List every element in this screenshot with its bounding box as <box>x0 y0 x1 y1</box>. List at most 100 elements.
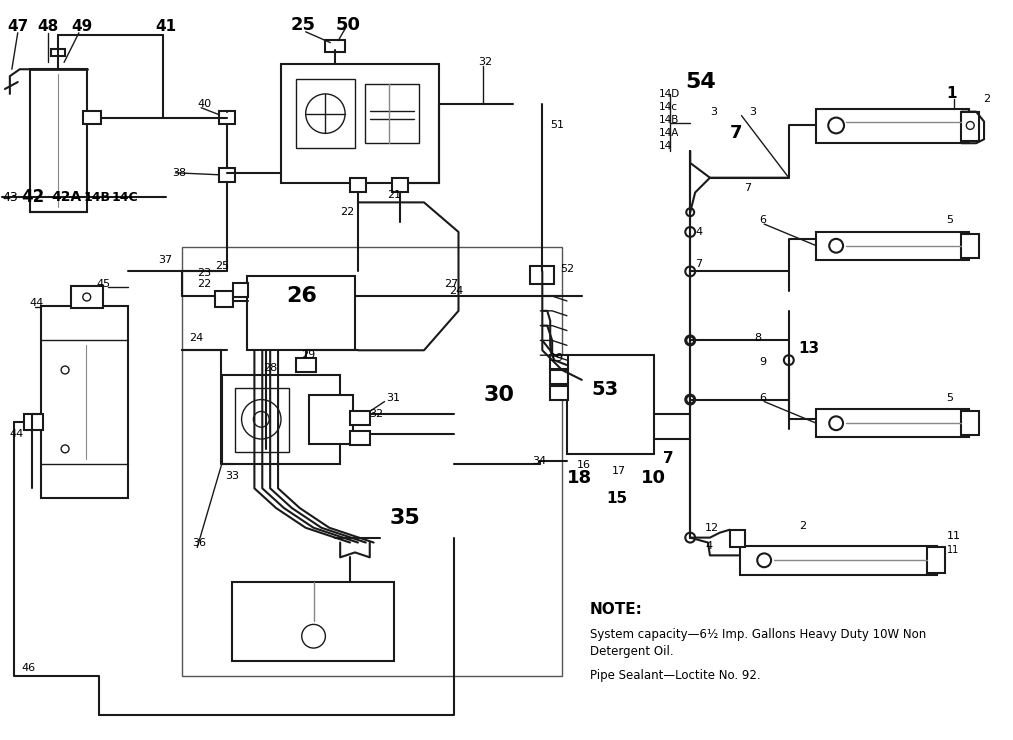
Text: 7: 7 <box>729 124 743 142</box>
Bar <box>235 388 289 452</box>
Text: 24: 24 <box>449 286 463 296</box>
Circle shape <box>306 94 345 133</box>
Circle shape <box>758 554 771 567</box>
Circle shape <box>829 118 844 133</box>
Text: 40: 40 <box>198 98 212 109</box>
Bar <box>729 530 746 548</box>
Text: 8: 8 <box>755 334 762 343</box>
Bar <box>309 394 353 444</box>
Bar <box>961 411 980 435</box>
Bar <box>232 582 394 661</box>
Text: Detergent Oil.: Detergent Oil. <box>590 645 674 658</box>
Circle shape <box>966 420 975 427</box>
Circle shape <box>966 121 975 130</box>
Text: 44: 44 <box>29 298 44 308</box>
Circle shape <box>784 355 794 365</box>
Text: 23: 23 <box>198 269 212 278</box>
Bar <box>739 545 937 575</box>
Text: 45: 45 <box>96 279 110 289</box>
Circle shape <box>685 266 695 276</box>
Text: 48: 48 <box>37 19 59 34</box>
Bar <box>550 370 568 384</box>
Text: 43: 43 <box>2 191 17 204</box>
Bar <box>365 84 419 144</box>
Bar <box>816 109 969 144</box>
Text: 52: 52 <box>560 264 574 275</box>
Bar <box>296 79 355 148</box>
Text: 7: 7 <box>695 258 702 269</box>
Text: 44: 44 <box>10 429 24 439</box>
Circle shape <box>686 208 694 216</box>
Circle shape <box>61 445 69 453</box>
Circle shape <box>929 556 937 564</box>
Text: 11: 11 <box>946 545 959 556</box>
Circle shape <box>253 411 269 427</box>
Bar <box>927 548 944 573</box>
Text: 37: 37 <box>158 255 172 265</box>
Text: 49: 49 <box>71 19 92 34</box>
Bar <box>531 266 554 284</box>
Bar <box>816 232 969 260</box>
Text: 19: 19 <box>550 353 564 363</box>
Text: NOTE:: NOTE: <box>590 602 642 617</box>
Bar <box>961 234 980 258</box>
Bar <box>219 261 235 275</box>
Text: 41: 41 <box>156 19 177 34</box>
Bar <box>219 111 235 124</box>
Text: 24: 24 <box>189 334 204 343</box>
Circle shape <box>685 394 695 405</box>
Text: 16: 16 <box>576 460 591 470</box>
Circle shape <box>685 227 695 237</box>
Bar <box>246 276 355 350</box>
Text: 14B: 14B <box>658 115 679 124</box>
Text: System capacity—6½ Imp. Gallons Heavy Duty 10W Non: System capacity—6½ Imp. Gallons Heavy Du… <box>590 628 926 641</box>
Text: 14A: 14A <box>658 128 679 138</box>
Circle shape <box>302 625 325 648</box>
Text: 50: 50 <box>335 16 361 34</box>
Text: 33: 33 <box>225 471 239 482</box>
Bar <box>961 112 980 141</box>
Text: 25: 25 <box>291 16 316 34</box>
Bar <box>350 178 366 192</box>
Bar <box>23 414 44 430</box>
Text: 13: 13 <box>798 341 820 356</box>
Text: 17: 17 <box>611 465 625 476</box>
Text: 1: 1 <box>946 87 957 101</box>
Text: 2: 2 <box>983 94 990 104</box>
Text: 6: 6 <box>759 215 766 225</box>
Circle shape <box>685 533 695 542</box>
Text: 53: 53 <box>592 380 619 399</box>
Bar <box>350 431 370 445</box>
Bar <box>550 386 568 400</box>
Text: 14D: 14D <box>658 89 680 99</box>
Text: 11: 11 <box>946 531 960 541</box>
Bar <box>816 409 969 437</box>
Bar <box>325 40 345 52</box>
Text: 6: 6 <box>759 393 766 403</box>
Bar <box>392 178 408 192</box>
Text: 22: 22 <box>340 207 355 218</box>
Text: 5: 5 <box>946 215 953 225</box>
Bar <box>215 291 233 307</box>
Text: 34: 34 <box>533 456 547 465</box>
Text: 5: 5 <box>946 393 953 403</box>
Text: 14: 14 <box>658 141 672 151</box>
Text: 29: 29 <box>301 350 315 360</box>
Text: 3: 3 <box>750 107 757 117</box>
Text: 30: 30 <box>483 385 515 405</box>
Text: 15: 15 <box>607 491 627 505</box>
Text: 4: 4 <box>695 227 702 237</box>
Text: 51: 51 <box>550 121 564 130</box>
Bar <box>550 355 568 369</box>
Text: 14C: 14C <box>111 191 138 204</box>
Text: 2: 2 <box>798 521 805 531</box>
Text: 28: 28 <box>263 363 278 373</box>
Circle shape <box>966 242 975 249</box>
Text: 14B: 14B <box>84 191 110 204</box>
Text: 9: 9 <box>759 357 767 367</box>
Bar <box>567 355 653 454</box>
Text: 54: 54 <box>685 72 716 92</box>
Text: 36: 36 <box>192 537 207 548</box>
Text: 31: 31 <box>387 393 400 403</box>
Bar <box>281 64 439 183</box>
